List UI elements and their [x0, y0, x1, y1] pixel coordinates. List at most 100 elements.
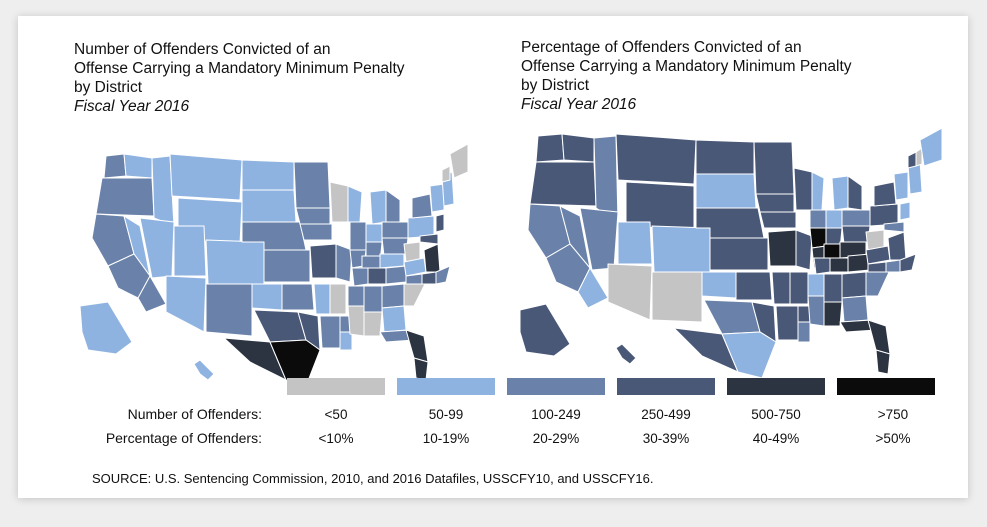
- district-south-dakota: [695, 173, 757, 209]
- district-arkansas-west: [771, 271, 791, 305]
- legend-swatch-4: [617, 378, 715, 395]
- district-south-dakota: [241, 189, 297, 223]
- district-florida-middle: [405, 329, 429, 363]
- district-utah: [173, 225, 207, 277]
- district-georgia-south: [841, 295, 869, 323]
- district-tennessee-middle: [829, 257, 849, 273]
- district-missouri-west: [767, 229, 797, 267]
- district-south-carolina: [865, 269, 891, 297]
- left-map-title: Number of Offenders Convicted of an Offe…: [74, 40, 405, 116]
- district-idaho: [593, 135, 619, 223]
- figure-card: Number of Offenders Convicted of an Offe…: [18, 16, 968, 498]
- district-louisiana-middle: [797, 321, 811, 343]
- district-missouri-east: [795, 229, 813, 271]
- district-louisiana-west: [775, 305, 799, 341]
- district-oklahoma-east: [281, 283, 315, 311]
- district-missouri-east: [335, 243, 353, 283]
- right-title-fiscal-year: Fiscal Year 2016: [521, 96, 637, 113]
- district-ohio-north: [841, 209, 871, 227]
- district-new-york-north: [893, 171, 909, 201]
- district-tennessee-west: [351, 267, 369, 287]
- district-wa-west: [103, 153, 127, 179]
- district-illinois-north: [349, 221, 367, 251]
- district-alabama-south: [823, 301, 843, 327]
- district-new-york-north: [429, 183, 445, 213]
- left-title-line-2: Offense Carrying a Mandatory Minimum Pen…: [74, 60, 405, 77]
- district-illinois-north: [809, 209, 827, 229]
- district-south-carolina: [403, 281, 427, 307]
- district-new-york-west: [873, 181, 897, 207]
- district-georgia-south: [381, 305, 407, 333]
- legend-percentage-range-5: 40-49%: [752, 431, 800, 446]
- legend-swatch-1: [287, 378, 385, 395]
- district-vermont: [441, 165, 451, 183]
- district-maryland: [419, 233, 439, 245]
- district-oregon: [95, 177, 155, 217]
- district-mississippi-north: [807, 273, 825, 297]
- legend-number-range-2: 50-99: [428, 407, 464, 422]
- district-vermont: [907, 151, 917, 169]
- district-virginia-east: [423, 243, 441, 273]
- right-title-line-2: Offense Carrying a Mandatory Minimum Pen…: [521, 58, 852, 75]
- district-tennessee-east: [385, 265, 407, 285]
- district-utah: [617, 221, 653, 265]
- district-mississippi-north: [347, 285, 365, 307]
- district-mississippi-south: [807, 295, 825, 327]
- district-iowa-north: [755, 193, 795, 213]
- district-arkansas-east: [789, 271, 809, 305]
- district-colorado: [651, 225, 711, 273]
- source-note: SOURCE: U.S. Sentencing Commission, 2010…: [92, 471, 654, 486]
- legend-percentage-range-3: 20-29%: [532, 431, 580, 446]
- right-title-line-3: by District: [521, 77, 590, 94]
- legend-swatch-3: [507, 378, 605, 395]
- district-oklahoma-west: [701, 271, 737, 299]
- district-wisconsin-west: [793, 167, 813, 211]
- district-texas-north: [703, 299, 761, 335]
- district-maryland: [883, 221, 905, 233]
- district-louisiana-middle: [339, 331, 353, 351]
- right-map-title: Percentage of Offenders Convicted of an …: [521, 38, 852, 114]
- district-oregon: [529, 161, 597, 207]
- district-tennessee-middle: [367, 267, 387, 285]
- district-texas-south: [269, 339, 321, 386]
- district-alaska: [79, 301, 133, 355]
- district-hawaii: [193, 359, 215, 381]
- legend-number-label: Number of Offenders:: [127, 406, 262, 422]
- district-north-carolina-east: [899, 253, 917, 273]
- district-florida-south: [413, 357, 429, 381]
- district-minnesota: [293, 161, 331, 209]
- district-iowa-south: [299, 223, 333, 241]
- district-hawaii: [615, 343, 637, 365]
- district-kansas: [263, 249, 311, 283]
- district-oklahoma-west: [251, 283, 283, 311]
- district-kentucky-west: [361, 255, 381, 269]
- district-maine: [449, 143, 469, 179]
- legend-swatch-6: [837, 378, 935, 395]
- district-michigan-west: [831, 175, 849, 211]
- legend-number-range-4: 250-499: [641, 407, 691, 422]
- legend-percentage-range-1: <10%: [318, 431, 354, 446]
- district-minnesota: [753, 141, 795, 195]
- left-title-line-3: by District: [74, 79, 143, 96]
- district-iowa-south: [759, 211, 797, 229]
- district-colorado: [205, 239, 265, 285]
- district-michigan-east: [847, 175, 863, 211]
- right-title-line-1: Percentage of Offenders Convicted of an: [521, 39, 802, 56]
- legend-percentage-label: Percentage of Offenders:: [105, 430, 262, 446]
- district-north-dakota: [695, 139, 755, 175]
- district-michigan-west: [369, 189, 387, 225]
- district-texas-north: [253, 309, 307, 343]
- left-title-fiscal-year: Fiscal Year 2016: [74, 98, 190, 115]
- district-wisconsin-east: [811, 171, 825, 211]
- district-mississippi-south: [347, 305, 365, 337]
- district-new-hampshire: [915, 147, 923, 167]
- district-new-jersey: [435, 213, 445, 233]
- district-texas-south: [721, 331, 777, 379]
- district-new-mexico: [651, 271, 703, 323]
- district-montana: [169, 153, 243, 201]
- left-title-line-1: Number of Offenders Convicted of an: [74, 41, 331, 58]
- district-kansas: [709, 237, 769, 271]
- district-kentucky-east: [379, 253, 405, 269]
- legend-number-range-6: >750: [877, 407, 909, 422]
- legend-swatch-2: [397, 378, 495, 395]
